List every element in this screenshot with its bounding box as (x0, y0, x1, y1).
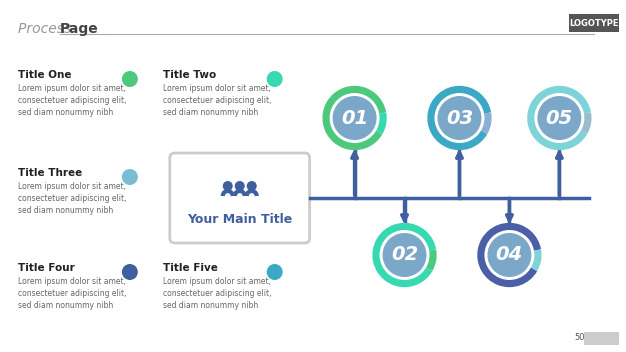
Circle shape (267, 264, 283, 280)
Text: Lorem ipsum dolor sit amet,
consectetuer adipiscing elit,
sed diam nonummy nibh: Lorem ipsum dolor sit amet, consectetuer… (18, 84, 126, 117)
Circle shape (247, 181, 257, 191)
Circle shape (122, 169, 138, 185)
Circle shape (537, 96, 582, 140)
Text: 03: 03 (446, 108, 473, 127)
Circle shape (122, 264, 138, 280)
Text: 50: 50 (574, 333, 585, 342)
Circle shape (535, 93, 584, 143)
Circle shape (434, 93, 485, 143)
Text: Title Three: Title Three (18, 168, 82, 178)
Circle shape (267, 71, 283, 87)
Text: Title Four: Title Four (18, 263, 74, 273)
Text: 02: 02 (391, 245, 418, 264)
Text: Title One: Title One (18, 70, 71, 80)
Circle shape (223, 181, 233, 191)
Text: Title Five: Title Five (163, 263, 218, 273)
Circle shape (122, 71, 138, 87)
Circle shape (485, 230, 535, 280)
Circle shape (382, 233, 426, 277)
Text: Process: Process (18, 22, 76, 36)
FancyBboxPatch shape (584, 332, 619, 345)
Text: Lorem ipsum dolor sit amet,
consectetuer adipiscing elit,
sed diam nonummy nibh: Lorem ipsum dolor sit amet, consectetuer… (18, 182, 126, 215)
Text: 01: 01 (341, 108, 368, 127)
Text: 05: 05 (546, 108, 573, 127)
Text: Lorem ipsum dolor sit amet,
consectetuer adipiscing elit,
sed diam nonummy nibh: Lorem ipsum dolor sit amet, consectetuer… (163, 277, 271, 310)
Text: Page: Page (60, 22, 99, 36)
Text: LOGOTYPE: LOGOTYPE (570, 19, 619, 27)
Text: Lorem ipsum dolor sit amet,
consectetuer adipiscing elit,
sed diam nonummy nibh: Lorem ipsum dolor sit amet, consectetuer… (18, 277, 126, 310)
Circle shape (332, 96, 377, 140)
Circle shape (330, 93, 379, 143)
Text: Your Main Title: Your Main Title (187, 213, 292, 226)
Circle shape (235, 181, 245, 191)
Text: Lorem ipsum dolor sit amet,
consectetuer adipiscing elit,
sed diam nonummy nibh: Lorem ipsum dolor sit amet, consectetuer… (163, 84, 271, 117)
Circle shape (438, 96, 481, 140)
Text: Title Two: Title Two (163, 70, 216, 80)
FancyBboxPatch shape (569, 14, 619, 32)
Circle shape (488, 233, 531, 277)
Text: 04: 04 (496, 245, 523, 264)
Circle shape (379, 230, 429, 280)
FancyBboxPatch shape (170, 153, 310, 243)
